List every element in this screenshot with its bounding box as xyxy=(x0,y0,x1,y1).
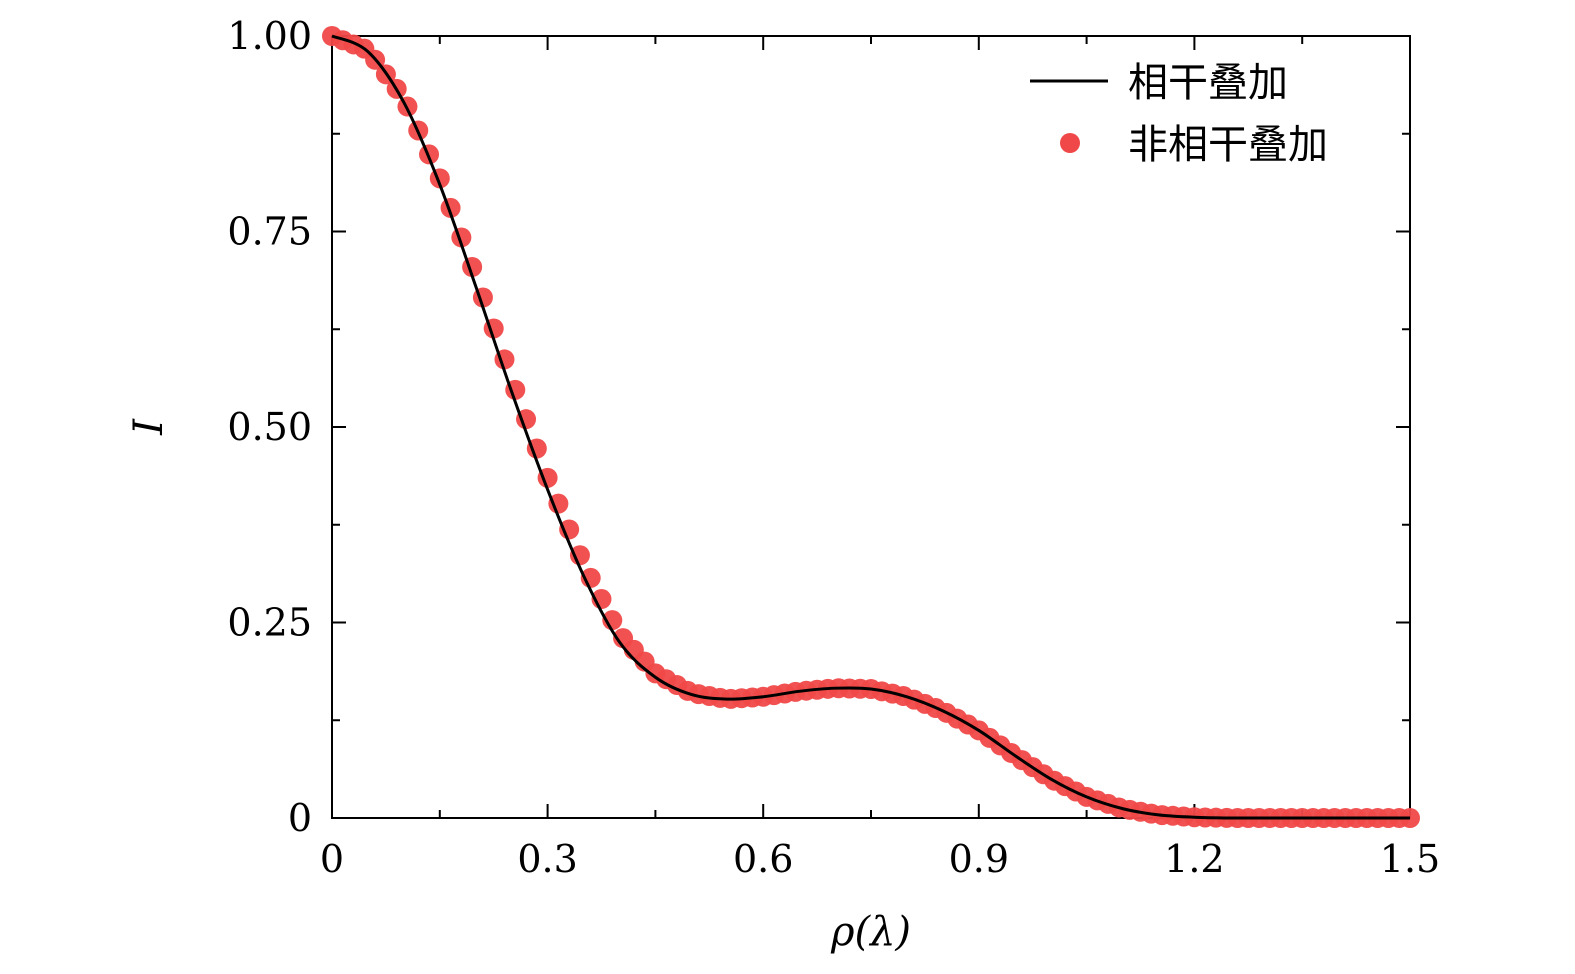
x-tick-label: 1.2 xyxy=(1164,837,1224,881)
y-tick-label: 0.50 xyxy=(227,405,312,449)
legend-dot-swatch xyxy=(1060,133,1080,153)
x-tick-label: 0.9 xyxy=(949,837,1009,881)
y-tick-label: 0.75 xyxy=(227,210,312,254)
y-tick-label: 0.25 xyxy=(227,601,312,645)
y-tick-label: 1.00 xyxy=(227,14,312,58)
legend-label-coherent: 相干叠加 xyxy=(1128,60,1288,106)
scatter-point xyxy=(548,493,569,514)
x-tick-label: 0 xyxy=(320,837,344,881)
y-axis: 0 0.25 0.50 0.75 1.00 xyxy=(227,14,1410,840)
series-layer xyxy=(322,26,1420,828)
legend-label-incoherent: 非相干叠加 xyxy=(1128,122,1328,168)
x-tick-label: 0.6 xyxy=(733,837,793,881)
y-axis-title: I xyxy=(126,418,172,436)
x-axis: 0 0.3 0.6 0.9 1.2 1.5 xyxy=(320,36,1440,881)
y-tick-label: 0 xyxy=(288,796,312,840)
x-tick-label: 1.5 xyxy=(1380,837,1440,881)
series-coherent-line xyxy=(331,34,1410,820)
x-tick-label: 0.3 xyxy=(517,837,577,881)
x-axis-title: ρ(λ) xyxy=(830,909,911,955)
